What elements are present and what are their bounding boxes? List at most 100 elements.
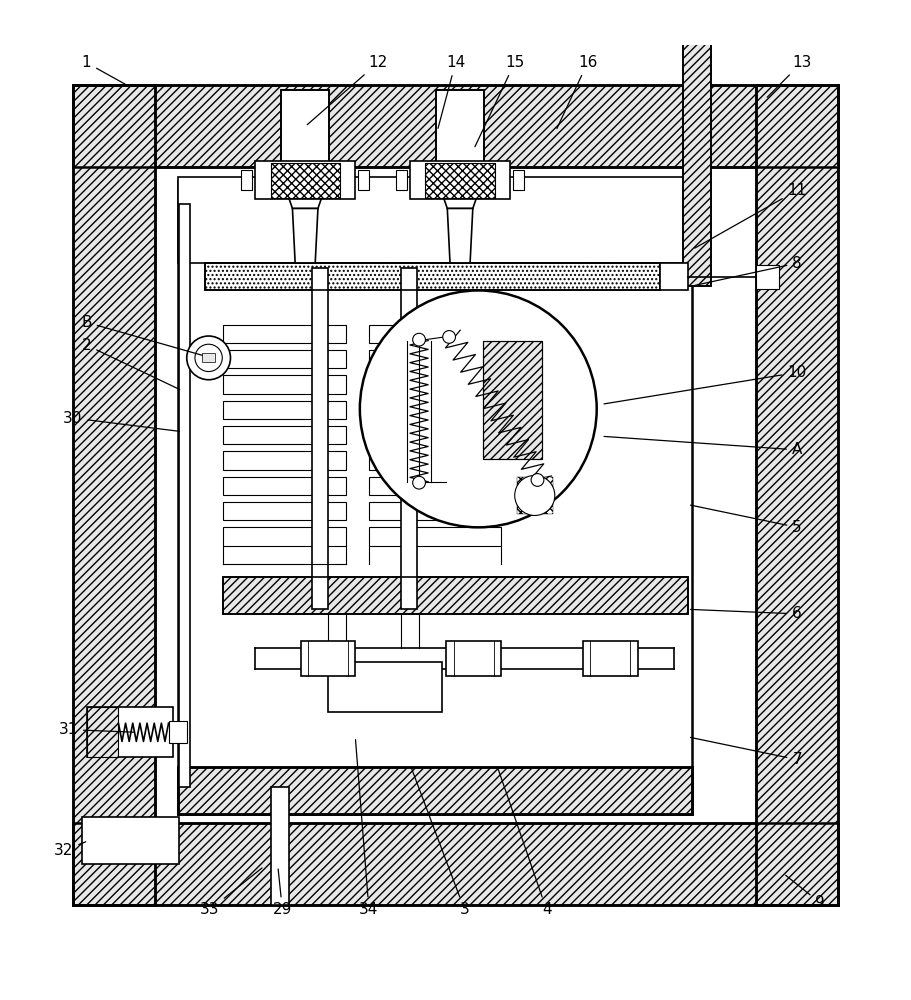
Bar [281, 90, 329, 177]
Text: 29: 29 [272, 869, 292, 917]
Text: 32: 32 [54, 842, 86, 858]
Bar [223, 477, 346, 495]
Bar [369, 426, 501, 444]
Text: 13: 13 [767, 55, 812, 97]
Bar [73, 823, 838, 905]
Text: 1: 1 [82, 55, 125, 84]
Bar [223, 527, 346, 546]
Bar [82, 817, 179, 864]
Bar [369, 477, 501, 495]
Bar [683, 0, 711, 286]
Bar [369, 325, 501, 343]
Bar [73, 85, 155, 905]
Bar [73, 823, 838, 905]
Bar [205, 263, 660, 290]
Bar [369, 527, 501, 546]
Bar [436, 90, 484, 177]
Circle shape [515, 475, 555, 515]
Bar [583, 641, 638, 676]
Bar [178, 767, 692, 814]
Bar [202, 353, 215, 362]
Polygon shape [447, 208, 473, 263]
Text: 7: 7 [691, 737, 802, 767]
Circle shape [195, 344, 222, 372]
Circle shape [413, 333, 425, 346]
Bar [446, 641, 501, 676]
Bar [223, 426, 346, 444]
Bar [271, 163, 340, 198]
Text: 34: 34 [355, 740, 379, 917]
Bar [223, 451, 346, 470]
Text: 10: 10 [604, 365, 807, 404]
Bar [223, 502, 346, 520]
Bar [301, 641, 355, 676]
Bar [241, 170, 252, 190]
Text: 8: 8 [695, 256, 802, 285]
Bar [73, 85, 155, 905]
Bar [179, 204, 190, 787]
Bar [271, 787, 289, 905]
Bar [223, 577, 688, 614]
Text: 33: 33 [200, 868, 262, 917]
Bar [255, 161, 355, 199]
Bar [328, 662, 442, 712]
Bar [369, 350, 501, 368]
Bar [410, 161, 510, 199]
Bar [73, 85, 838, 167]
Polygon shape [292, 208, 318, 263]
Text: 30: 30 [63, 411, 179, 431]
Bar [401, 268, 417, 609]
Circle shape [531, 474, 544, 486]
Bar [396, 170, 407, 190]
Text: 16: 16 [557, 55, 598, 129]
Bar [271, 163, 340, 198]
Bar [312, 268, 328, 609]
Circle shape [443, 331, 456, 343]
Bar [223, 375, 346, 394]
Text: 9: 9 [785, 875, 824, 910]
Text: 3: 3 [411, 767, 469, 917]
Bar [369, 451, 501, 470]
Text: 4: 4 [497, 767, 551, 917]
Text: 6: 6 [691, 606, 802, 621]
Bar [756, 85, 838, 905]
Circle shape [360, 290, 597, 527]
Bar [756, 85, 838, 905]
Bar [517, 477, 553, 514]
Bar [483, 341, 542, 459]
Bar [358, 170, 369, 190]
Text: 5: 5 [691, 505, 802, 535]
Bar [756, 265, 779, 289]
Bar [87, 707, 118, 757]
Bar [178, 181, 692, 814]
Circle shape [413, 476, 425, 489]
Bar [436, 90, 484, 177]
Bar [369, 375, 501, 394]
Bar [178, 767, 692, 814]
Text: 2: 2 [82, 338, 179, 389]
Bar [223, 401, 346, 419]
Bar [436, 90, 484, 177]
Bar [425, 163, 495, 198]
Circle shape [187, 336, 230, 380]
Text: A: A [604, 436, 803, 457]
Bar [369, 502, 501, 520]
Bar [425, 163, 495, 198]
Bar [87, 707, 118, 757]
Bar [483, 341, 542, 459]
Bar [223, 325, 346, 343]
Bar [369, 401, 501, 419]
Bar [205, 263, 660, 290]
Text: 31: 31 [58, 722, 134, 737]
Bar [513, 170, 524, 190]
Bar [660, 263, 688, 290]
Bar [683, 0, 711, 286]
Bar [178, 177, 692, 263]
Bar [223, 350, 346, 368]
Text: 15: 15 [475, 55, 525, 147]
Bar [169, 721, 187, 743]
Bar [223, 577, 688, 614]
Text: 12: 12 [307, 55, 388, 125]
Text: 11: 11 [695, 183, 807, 248]
Bar [281, 90, 329, 177]
